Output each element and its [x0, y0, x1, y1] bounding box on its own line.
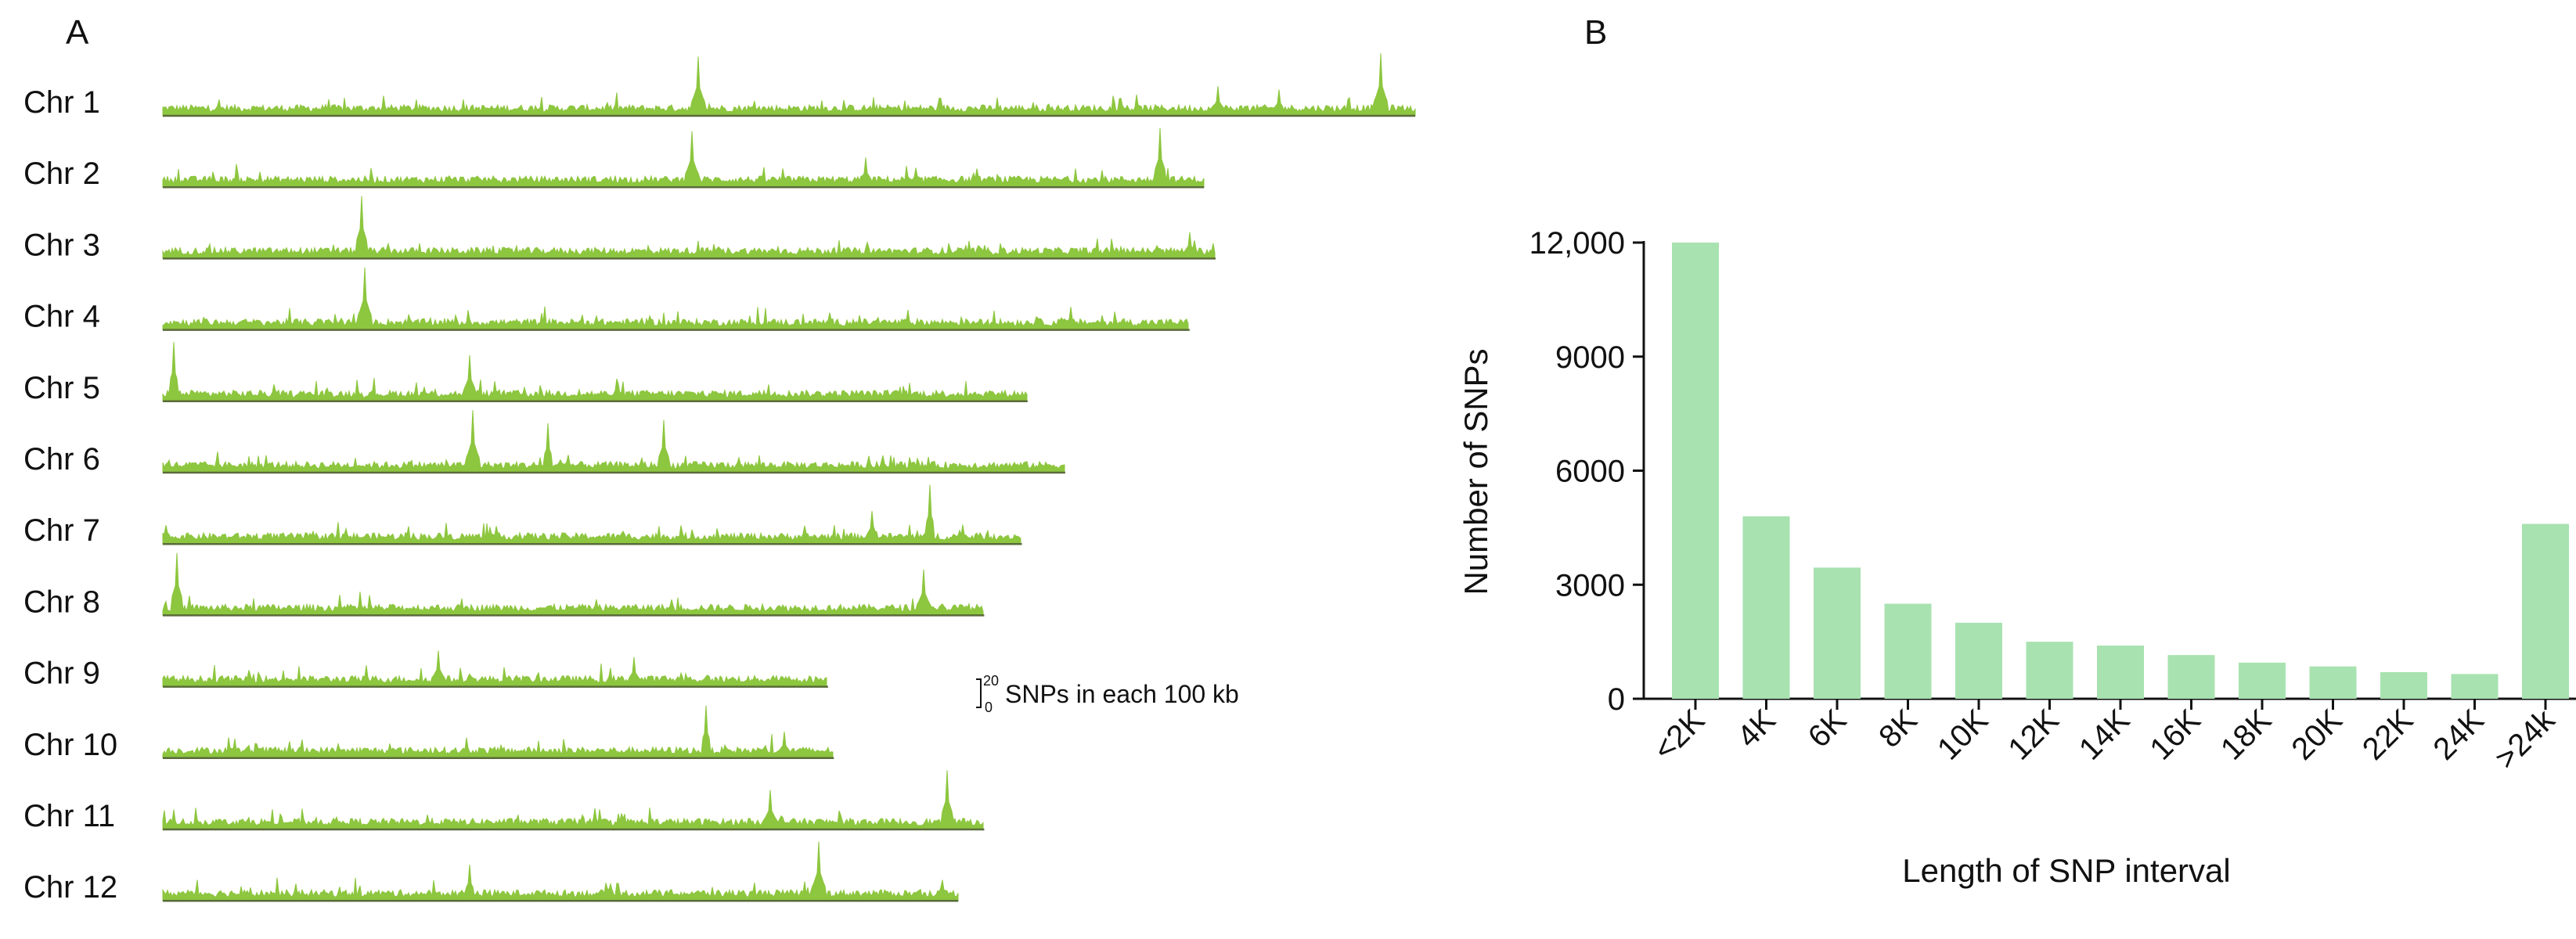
chromosome-label: Chr 12: [23, 870, 117, 905]
chromosome-track: Chr 7: [23, 484, 1022, 548]
chromosome-label: Chr 3: [23, 228, 100, 262]
bar: [2380, 671, 2427, 699]
x-axis-title: Length of SNP interval: [1902, 852, 2231, 889]
panel-a-label: A: [66, 13, 89, 52]
chromosome-track: Chr 3: [23, 196, 1216, 262]
x-tick-label: 14K: [2073, 703, 2137, 767]
x-tick-label: 6K: [1802, 703, 1854, 754]
bar: [1672, 243, 1719, 699]
snp-density-area: [162, 552, 984, 616]
x-tick-label: 4K: [1731, 703, 1782, 754]
chromosome-label: Chr 1: [23, 85, 100, 120]
x-tick-label: 8K: [1872, 703, 1924, 754]
snp-density-area: [162, 342, 1028, 402]
chromosome-label: Chr 5: [23, 371, 100, 405]
scale-caption: SNPs in each 100 kb: [1005, 680, 1239, 708]
chromosome-track: Chr 6: [23, 410, 1065, 477]
chromosome-track: Chr 5: [23, 342, 1028, 405]
bar: [1814, 567, 1861, 699]
snp-density-area: [162, 410, 1065, 473]
x-tick-label: 24K: [2426, 703, 2491, 767]
bar: [1955, 622, 2002, 699]
chromosome-label: Chr 4: [23, 300, 100, 334]
snp-density-area: [162, 650, 827, 688]
snp-density-area: [162, 484, 1021, 545]
snp-density-panel: Chr 1 Chr 2 Chr 3 Chr 4 Chr 5 Chr 6 Chr 7 Chr 8…: [23, 53, 1416, 905]
bar: [1742, 516, 1790, 699]
x-tick-label: 20K: [2285, 703, 2349, 767]
chromosome-track: Chr 12: [23, 841, 959, 905]
snp-density-area: [162, 196, 1216, 259]
scale-max-label: 20: [983, 673, 999, 689]
bar: [2522, 523, 2569, 699]
y-tick-label: 3000: [1555, 568, 1625, 603]
x-tick-label: <2K: [1647, 703, 1711, 767]
y-tick-label: 9000: [1555, 340, 1625, 375]
scale-min-label: 0: [985, 700, 993, 715]
y-tick-label: 12,000: [1529, 226, 1625, 261]
chromosome-label: Chr 6: [23, 442, 100, 477]
x-tick-label: 22K: [2356, 703, 2420, 767]
bar: [2097, 645, 2144, 699]
chromosome-track: Chr 9: [23, 650, 828, 691]
bar: [2167, 655, 2215, 699]
snp-density-area: [162, 267, 1189, 331]
chromosome-label: Chr 11: [23, 799, 115, 833]
y-tick-label: 6000: [1555, 455, 1625, 489]
scale-bracket: [976, 678, 982, 708]
y-axis-title: Number of SNPs: [1457, 348, 1494, 595]
snp-density-area: [162, 705, 834, 759]
bar: [2451, 674, 2499, 699]
chromosome-track: Chr 10: [23, 705, 834, 762]
chromosome-track: Chr 8: [23, 552, 985, 619]
chromosome-label: Chr 2: [23, 156, 100, 191]
bar: [2026, 642, 2073, 699]
density-scale-legend: 20 0 SNPs in each 100 kb: [976, 673, 1239, 715]
chromosome-label: Chr 7: [23, 513, 100, 548]
chromosome-track: Chr 1: [23, 53, 1416, 120]
chromosome-track: Chr 11: [23, 770, 985, 833]
x-tick-label: 16K: [2143, 703, 2207, 767]
bar: [2309, 666, 2357, 699]
x-tick-label: 10K: [1931, 703, 1995, 767]
x-tick-label: >24k: [2488, 703, 2562, 776]
snp-interval-bar-chart: 0 3000 6000 9000 12,000 <2K 4K 6K 8K 10K 12K 14K 16K…: [1457, 226, 2576, 889]
snp-density-area: [162, 128, 1205, 188]
snp-density-area: [162, 770, 984, 830]
snp-density-area: [162, 53, 1416, 117]
snp-density-area: [162, 841, 959, 901]
x-tick-label: 18K: [2214, 703, 2279, 767]
chromosome-track: Chr 4: [23, 267, 1190, 334]
chromosome-label: Chr 8: [23, 585, 100, 619]
chromosome-track: Chr 2: [23, 128, 1205, 191]
bar: [1884, 603, 1932, 699]
x-tick-label: 12K: [2001, 703, 2066, 767]
chromosome-label: Chr 10: [23, 728, 117, 762]
y-tick-label: 0: [1608, 682, 1625, 717]
bar: [2239, 662, 2286, 699]
chromosome-label: Chr 9: [23, 657, 100, 691]
panel-b-label: B: [1584, 13, 1607, 52]
